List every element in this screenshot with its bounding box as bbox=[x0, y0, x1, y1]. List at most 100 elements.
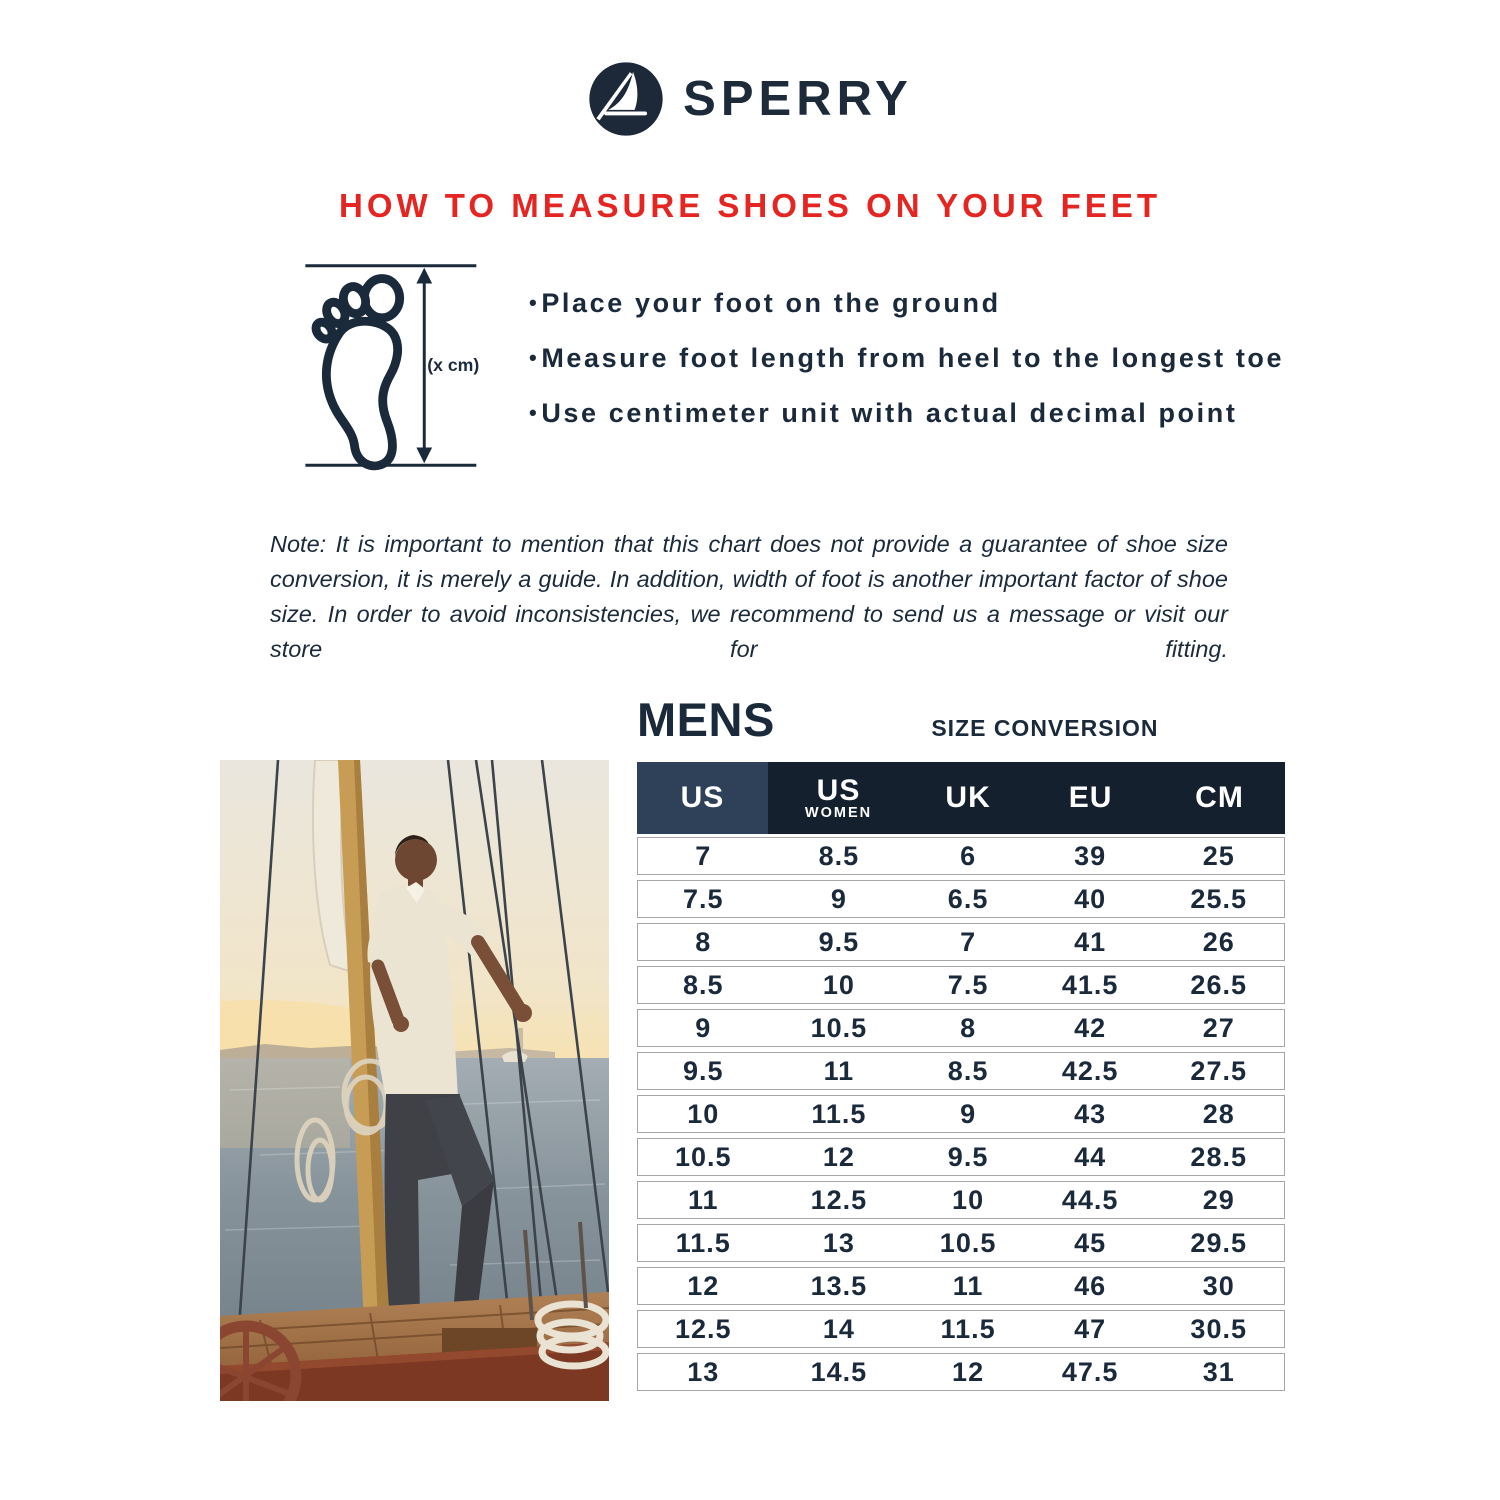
section-subtitle: SIZE CONVERSION bbox=[931, 715, 1159, 741]
column-header-us: US bbox=[637, 762, 768, 834]
size-cell: 7 bbox=[695, 840, 712, 871]
foot-measurement-diagram: (x cm) bbox=[283, 252, 481, 478]
size-cell: 10 bbox=[687, 1098, 720, 1129]
size-cell: 11.5 bbox=[675, 1227, 731, 1258]
size-cell: 14 bbox=[822, 1313, 855, 1344]
ship-wheel bbox=[220, 1320, 302, 1401]
table-header-row: US US WOMEN UK EU CM bbox=[637, 762, 1285, 834]
size-cell: 14.5 bbox=[810, 1356, 868, 1387]
size-cell: 47.5 bbox=[1061, 1356, 1119, 1387]
size-cell: 41 bbox=[1074, 926, 1107, 957]
size-cell: 12 bbox=[952, 1356, 985, 1387]
size-cell: 6 bbox=[960, 840, 977, 871]
size-cell: 27 bbox=[1202, 1012, 1235, 1043]
table-row: 8.5 10 7.5 41.5 26.5 bbox=[637, 966, 1285, 1004]
size-cell: 9.5 bbox=[682, 1055, 724, 1086]
size-cell: 7.5 bbox=[947, 969, 989, 1000]
column-header-uk: UK bbox=[945, 781, 991, 815]
rope-bundle bbox=[534, 1300, 609, 1370]
table-row: 7.5 9 6.5 40 25.5 bbox=[637, 880, 1285, 918]
size-cell: 29 bbox=[1202, 1184, 1235, 1215]
column-header-eu: EU bbox=[1068, 781, 1113, 815]
column-header-cm: CM bbox=[1195, 781, 1244, 815]
brand-name: SPERRY bbox=[683, 72, 913, 126]
size-cell: 31 bbox=[1202, 1356, 1235, 1387]
size-cell: 27.5 bbox=[1190, 1055, 1247, 1086]
size-cell: 41.5 bbox=[1061, 969, 1119, 1000]
table-row: 9 10.5 8 42 27 bbox=[637, 1009, 1285, 1047]
size-table-body: 7 8.5 6 39 25 7.5 9 6.5 40 25.5 8 9.5 7 41 26 8.5 10 7.5 4… bbox=[637, 837, 1285, 1391]
instruction-item: Measure foot length from heel to the lon… bbox=[529, 343, 1284, 374]
table-row: 9.5 11 8.5 42.5 27.5 bbox=[637, 1052, 1285, 1090]
size-cell: 9 bbox=[695, 1012, 712, 1043]
size-cell: 8.5 bbox=[682, 969, 724, 1000]
size-cell: 26.5 bbox=[1190, 969, 1247, 1000]
size-cell: 10.5 bbox=[939, 1227, 997, 1258]
table-row: 12.5 14 11.5 47 30.5 bbox=[637, 1310, 1285, 1348]
size-cell: 6.5 bbox=[947, 883, 989, 914]
size-cell: 45 bbox=[1074, 1227, 1107, 1258]
rigging-lines bbox=[232, 760, 609, 1401]
size-cell: 30.5 bbox=[1190, 1313, 1247, 1344]
size-cell: 28 bbox=[1202, 1098, 1235, 1129]
page-title: HOW TO MEASURE SHOES ON YOUR FEET bbox=[338, 187, 1162, 224]
size-cell: 11 bbox=[687, 1184, 719, 1215]
size-cell: 8.5 bbox=[947, 1055, 989, 1086]
man-figure bbox=[367, 835, 532, 1347]
size-cell: 12 bbox=[822, 1141, 855, 1172]
size-cell: 9.5 bbox=[818, 926, 860, 957]
size-cell: 10 bbox=[952, 1184, 985, 1215]
size-cell: 12.5 bbox=[674, 1313, 732, 1344]
size-cell: 13 bbox=[687, 1356, 720, 1387]
size-cell: 44 bbox=[1074, 1141, 1107, 1172]
size-cell: 11.5 bbox=[940, 1313, 996, 1344]
sailboat-lifestyle-photo bbox=[220, 760, 609, 1401]
size-cell: 25.5 bbox=[1190, 883, 1247, 914]
size-cell: 29.5 bbox=[1190, 1227, 1247, 1258]
size-cell: 40 bbox=[1074, 883, 1107, 914]
size-cell: 28.5 bbox=[1190, 1141, 1247, 1172]
size-cell: 9.5 bbox=[947, 1141, 989, 1172]
instruction-item: Place your foot on the ground bbox=[529, 288, 1284, 319]
table-row: 12 13.5 11 46 30 bbox=[637, 1267, 1285, 1305]
size-cell: 9 bbox=[960, 1098, 977, 1129]
cm-label: (x cm) bbox=[427, 355, 479, 375]
size-cell: 26 bbox=[1202, 926, 1235, 957]
size-conversion-section: MENS SIZE CONVERSION US US WOMEN UK EU C… bbox=[637, 692, 1285, 1391]
size-cell: 10.5 bbox=[674, 1141, 732, 1172]
size-cell: 8 bbox=[695, 926, 712, 957]
size-cell: 13 bbox=[822, 1227, 855, 1258]
measure-section: (x cm) Place your foot on the ground Mea… bbox=[283, 252, 1284, 478]
size-cell: 13.5 bbox=[810, 1270, 868, 1301]
size-cell: 9 bbox=[830, 883, 847, 914]
size-cell: 42 bbox=[1074, 1012, 1107, 1043]
size-cell: 11 bbox=[952, 1270, 984, 1301]
size-cell: 39 bbox=[1074, 840, 1107, 871]
table-row: 11.5 13 10.5 45 29.5 bbox=[637, 1224, 1285, 1262]
size-cell: 8.5 bbox=[818, 840, 860, 871]
table-row: 10.5 12 9.5 44 28.5 bbox=[637, 1138, 1285, 1176]
size-cell: 25 bbox=[1202, 840, 1235, 871]
size-cell: 12 bbox=[687, 1270, 720, 1301]
size-cell: 42.5 bbox=[1061, 1055, 1119, 1086]
size-cell: 11 bbox=[823, 1055, 855, 1086]
column-header-us-women: US WOMEN bbox=[804, 773, 873, 822]
instruction-list: Place your foot on the ground Measure fo… bbox=[529, 288, 1284, 478]
length-arrow bbox=[416, 267, 433, 464]
table-row: 7 8.5 6 39 25 bbox=[637, 837, 1285, 875]
table-row: 8 9.5 7 41 26 bbox=[637, 923, 1285, 961]
size-cell: 44.5 bbox=[1061, 1184, 1119, 1215]
table-row: 11 12.5 10 44.5 29 bbox=[637, 1181, 1285, 1219]
size-cell: 11.5 bbox=[811, 1098, 867, 1129]
size-cell: 7.5 bbox=[682, 883, 724, 914]
size-cell: 46 bbox=[1074, 1270, 1107, 1301]
size-cell: 8 bbox=[960, 1012, 977, 1043]
sperry-sailboat-logo-icon bbox=[587, 60, 665, 138]
size-cell: 7 bbox=[960, 926, 977, 957]
instruction-item: Use centimeter unit with actual decimal … bbox=[529, 398, 1284, 429]
table-row: 13 14.5 12 47.5 31 bbox=[637, 1353, 1285, 1391]
size-cell: 10 bbox=[822, 969, 855, 1000]
disclaimer-note: Note: It is important to mention that th… bbox=[270, 530, 1228, 662]
size-cell: 43 bbox=[1074, 1098, 1107, 1129]
size-cell: 47 bbox=[1074, 1313, 1107, 1344]
